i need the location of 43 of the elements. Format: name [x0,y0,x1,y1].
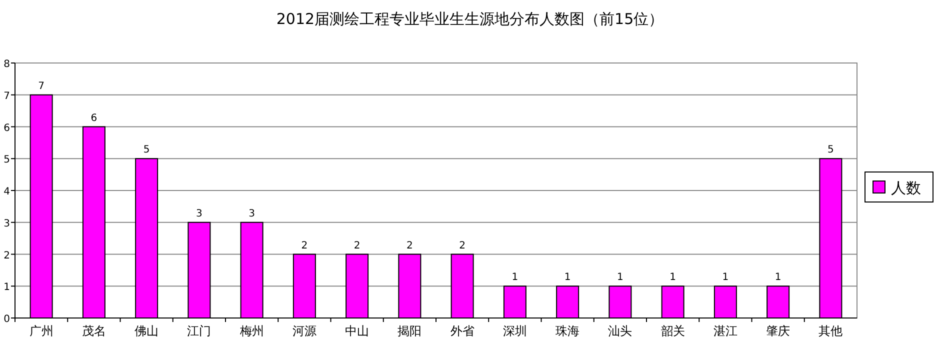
data-label: 5 [143,144,150,156]
data-label: 2 [354,240,360,252]
data-label: 5 [828,144,834,156]
x-tick-label: 揭阳 [398,324,422,338]
x-tick-label: 汕头 [608,324,632,338]
x-tick-label: 外省 [450,324,474,338]
data-label: 1 [722,272,729,284]
data-label: 1 [512,272,518,284]
y-tick-label: 5 [4,154,10,166]
y-tick-label: 0 [4,314,10,325]
data-label: 3 [248,208,255,220]
x-tick-label: 其他 [818,324,843,338]
x-tick-label: 江门 [187,324,212,338]
x-tick-label: 韶关 [660,324,685,338]
x-tick-label: 茂名 [82,324,106,338]
data-label: 6 [90,112,98,124]
y-tick-label: 2 [4,250,10,262]
data-label: 1 [774,272,782,284]
data-label: 2 [406,240,413,252]
data-label: 1 [670,272,676,284]
legend-label: 人数 [891,179,921,197]
y-tick-label: 7 [4,90,10,102]
chart-title: 2012届测绘工程专业毕业生生源地分布人数图（前15位） [276,10,664,28]
y-tick-label: 6 [4,122,10,134]
y-tick-label: 8 [4,59,10,70]
x-tick-label: 深圳 [502,324,527,338]
x-tick-label: 肇庆 [766,324,790,338]
y-tick-label: 1 [4,282,10,294]
data-label: 7 [38,80,44,92]
x-tick-label: 湛江 [713,324,738,338]
data-label: 2 [301,240,308,252]
y-tick-label: 3 [4,218,10,230]
x-tick-label: 珠海 [556,324,580,338]
x-tick-label: 佛山 [134,324,159,338]
y-tick-label: 4 [4,186,10,198]
x-tick-label: 中山 [345,324,370,338]
data-label: 1 [617,272,624,284]
data-label: 1 [564,272,571,284]
x-tick-label: 梅州 [238,324,264,338]
data-label: 3 [196,208,202,220]
data-label: 2 [459,240,466,252]
x-tick-label: 河源 [292,324,316,338]
x-tick-label: 广州 [29,324,54,338]
